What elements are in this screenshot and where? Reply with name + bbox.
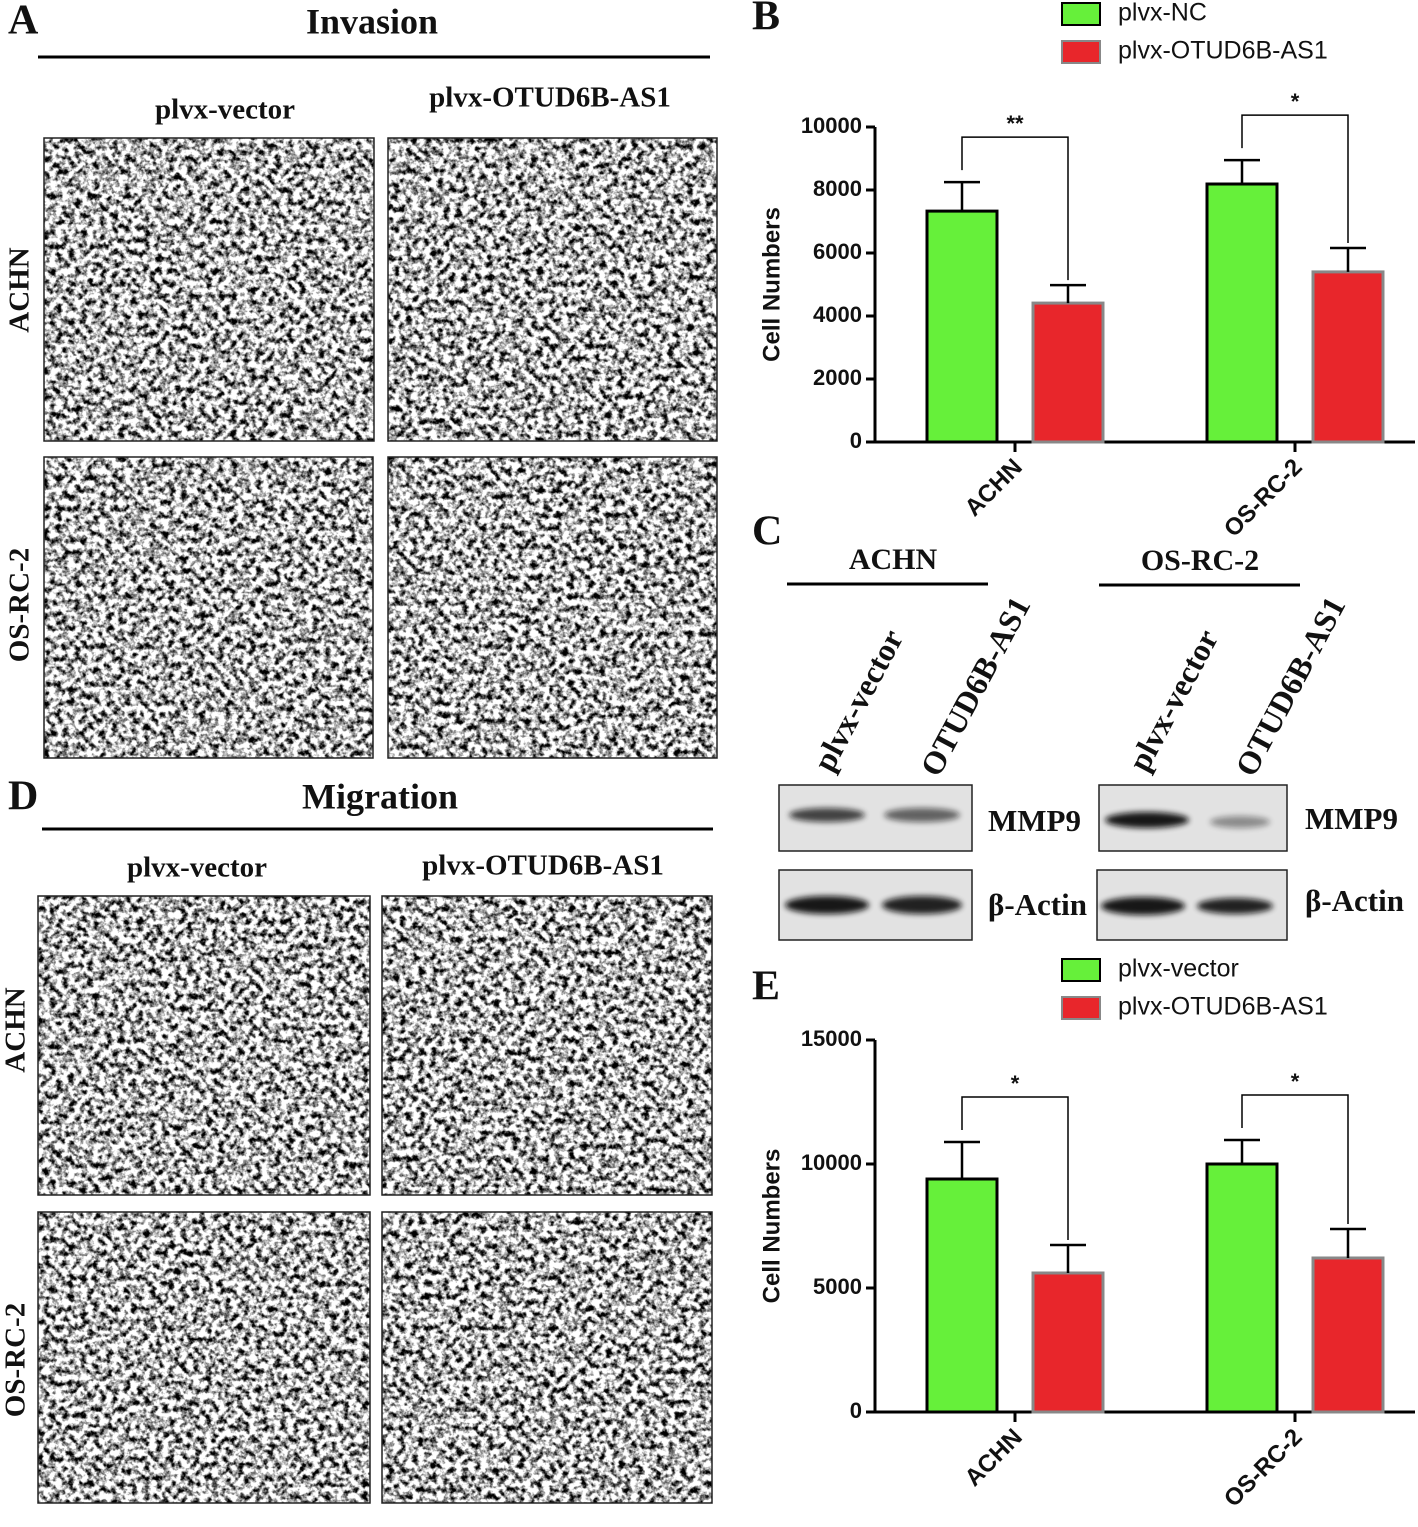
column-label: plvx-vector — [155, 94, 295, 126]
row-label: ACHN — [4, 247, 36, 332]
significance-label: * — [1291, 89, 1300, 114]
error-bar — [1330, 1227, 1366, 1258]
row-label: ACHN — [0, 987, 32, 1072]
error-bar — [1050, 1243, 1086, 1273]
bar — [1031, 1271, 1105, 1414]
blot-band — [789, 808, 865, 822]
significance-label: * — [1011, 1071, 1020, 1096]
lane-label: plvx-vector — [1121, 623, 1225, 776]
significance-label: * — [1291, 1069, 1300, 1094]
error-bar — [1050, 283, 1086, 304]
error-bar — [944, 180, 980, 212]
blot-band — [1101, 897, 1185, 915]
y-axis-label: Cell Numbers — [758, 207, 785, 362]
bar — [1205, 182, 1279, 444]
column-label: plvx-OTUD6B-AS1 — [422, 850, 664, 882]
bar — [925, 209, 999, 444]
error-bar — [1224, 158, 1260, 185]
column-label: plvx-OTUD6B-AS1 — [429, 82, 671, 114]
micrograph — [382, 896, 712, 1195]
column-label: plvx-vector — [127, 852, 267, 884]
lane-label: OTUD6B-AS1 — [913, 591, 1037, 782]
micrograph-border — [387, 137, 718, 442]
micrograph-border — [387, 456, 718, 759]
micrograph — [388, 138, 717, 441]
error-bar — [944, 1140, 980, 1179]
row-label: OS-RC-2 — [4, 548, 36, 662]
protein-label: MMP9 — [1305, 801, 1398, 836]
legend-swatch — [1061, 2, 1101, 26]
micrograph — [38, 1212, 370, 1503]
x-tick-label: ACHN — [960, 1424, 1028, 1492]
group-label: OS-RC-2 — [1141, 544, 1259, 577]
bar — [1311, 270, 1385, 444]
panel-letter: A — [8, 0, 39, 44]
lane-label: OTUD6B-AS1 — [1228, 591, 1352, 782]
y-tick-label: 0 — [850, 428, 862, 453]
lane-label: plvx-vector — [806, 623, 910, 776]
row-label: OS-RC-2 — [0, 1303, 32, 1417]
y-tick-label: 2000 — [813, 365, 862, 390]
micrograph-border — [381, 1211, 713, 1504]
y-tick-label: 10000 — [801, 1150, 862, 1175]
micrograph — [44, 138, 374, 441]
legend-label: plvx-OTUD6B-AS1 — [1118, 993, 1328, 1021]
y-axis-label: Cell Numbers — [758, 1149, 785, 1304]
micrograph-border — [43, 456, 374, 759]
micrograph-border — [37, 895, 371, 1196]
blot-band — [1210, 816, 1270, 828]
x-tick-label: OS-RC-2 — [1219, 1424, 1308, 1513]
protein-label: MMP9 — [988, 803, 1081, 838]
legend-swatch — [1061, 40, 1101, 64]
y-tick-label: 4000 — [813, 302, 862, 327]
group-label: ACHN — [849, 543, 938, 576]
blot-band — [785, 896, 869, 914]
micrograph — [382, 1212, 712, 1503]
micrograph — [38, 896, 370, 1195]
x-tick-label: ACHN — [960, 454, 1028, 522]
significance-label: ** — [1006, 111, 1024, 136]
panel-letter: E — [752, 964, 780, 1010]
x-tick-label: OS-RC-2 — [1219, 454, 1308, 543]
micrograph — [388, 457, 717, 758]
y-tick-label: 0 — [850, 1398, 862, 1423]
blot-band — [1197, 898, 1273, 914]
y-tick-label: 15000 — [801, 1026, 862, 1051]
legend-swatch — [1061, 996, 1101, 1020]
micrograph-border — [43, 137, 375, 442]
error-bar — [1330, 246, 1366, 272]
significance-bracket — [1241, 114, 1349, 243]
legend-label: plvx-NC — [1118, 0, 1207, 27]
significance-bracket — [961, 136, 1069, 281]
y-tick-label: 5000 — [813, 1274, 862, 1299]
panel-letter: D — [8, 774, 38, 820]
significance-bracket — [961, 1096, 1069, 1240]
bar — [1031, 301, 1105, 444]
micrograph — [44, 457, 373, 758]
legend-label: plvx-OTUD6B-AS1 — [1118, 37, 1328, 65]
bar — [925, 1177, 999, 1414]
y-tick-label: 8000 — [813, 176, 862, 201]
blot-band — [882, 896, 962, 914]
y-tick-label: 6000 — [813, 239, 862, 264]
panel-letter: C — [752, 509, 782, 555]
y-tick-label: 10000 — [801, 113, 862, 138]
panel-title: Invasion — [306, 1, 438, 41]
blot-band — [1105, 812, 1189, 828]
panel-title: Migration — [302, 776, 458, 816]
blot-band — [884, 808, 960, 822]
legend-swatch — [1061, 958, 1101, 982]
legend-label: plvx-vector — [1118, 955, 1239, 983]
micrograph-border — [381, 895, 713, 1196]
protein-label: β-Actin — [988, 887, 1087, 922]
significance-bracket — [1241, 1094, 1349, 1224]
panel-letter: B — [752, 0, 780, 40]
bar — [1311, 1256, 1385, 1414]
error-bar — [1224, 1138, 1260, 1164]
bar — [1205, 1162, 1279, 1414]
micrograph-border — [37, 1211, 371, 1504]
protein-label: β-Actin — [1305, 883, 1404, 918]
